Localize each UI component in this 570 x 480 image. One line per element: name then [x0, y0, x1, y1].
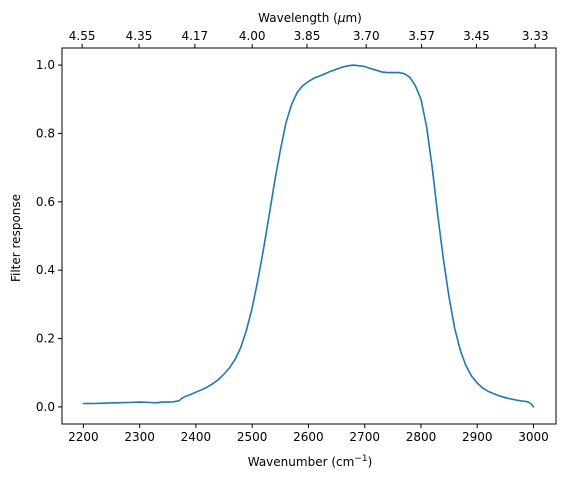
plot-frame: [61, 47, 557, 425]
series-line: [82, 64, 535, 408]
y-axis-ticks: 0.0 0.2 0.4 0.6 0.8 1.0: [36, 58, 62, 414]
y-tick-label: 0.8: [36, 126, 55, 140]
x-tick-label: 2700: [349, 430, 380, 444]
top-tick-label: 3.33: [522, 29, 549, 43]
x-tick-label: 2400: [181, 430, 212, 444]
x-axis-ticks: 2200 2300 2400 2500 2600 2700 2800 2900 3000: [68, 424, 549, 444]
plot-marks: [82, 64, 535, 408]
top-tick-label: 3.85: [294, 29, 321, 43]
y-tick-label: 0.4: [36, 263, 55, 277]
x-tick-label: 2800: [406, 430, 437, 444]
y-tick-label: 0.2: [36, 332, 55, 346]
top-tick-label: 4.17: [181, 29, 208, 43]
x-tick-label: 2500: [237, 430, 268, 444]
y-tick-label: 1.0: [36, 58, 55, 72]
top-axis-ticks: 4.55 4.35 4.17 4.00 3.85 3.70 3.57 3.45 3.33: [69, 29, 549, 48]
top-tick-label: 3.57: [408, 29, 435, 43]
y-tick-label: 0.0: [36, 400, 55, 414]
y-axis-label: Filter response: [9, 194, 23, 282]
top-tick-label: 4.35: [126, 29, 153, 43]
top-tick-label: 3.70: [353, 29, 380, 43]
x-tick-label: 2900: [462, 430, 493, 444]
x-tick-label: 2600: [293, 430, 324, 444]
x-axis-label: Wavenumber (cm−1): [248, 454, 373, 469]
top-axis-label: Wavelength (μm): [258, 11, 362, 25]
top-tick-label: 4.55: [69, 29, 96, 43]
x-tick-label: 2200: [68, 430, 99, 444]
top-tick-label: 4.00: [239, 29, 266, 43]
x-tick-label: 3000: [518, 430, 549, 444]
y-tick-label: 0.6: [36, 195, 55, 209]
top-tick-label: 3.45: [463, 29, 490, 43]
x-tick-label: 2300: [124, 430, 155, 444]
